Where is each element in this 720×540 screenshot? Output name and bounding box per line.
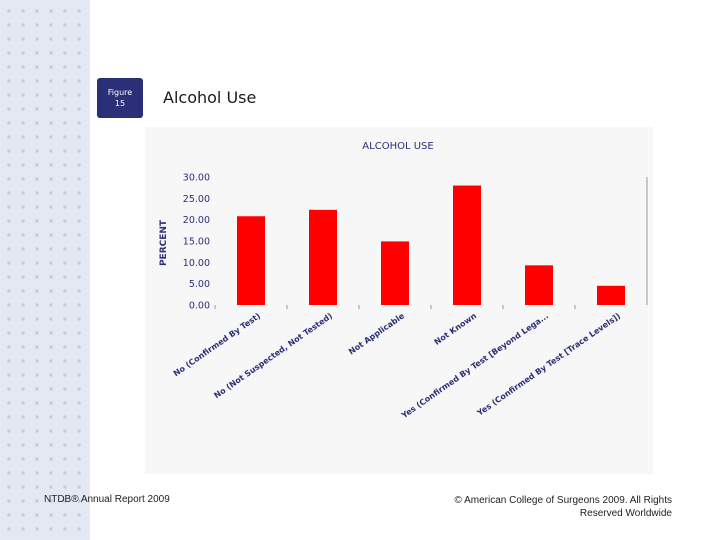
- chart-title: ALCOHOL USE: [362, 141, 433, 152]
- figure-badge-label: Figure: [107, 88, 133, 97]
- bar: [453, 185, 481, 305]
- y-tick-label: 25.00: [183, 194, 210, 205]
- bar: [597, 285, 625, 305]
- slide-title: Alcohol Use: [163, 88, 257, 107]
- x-tick-label: Not Known: [433, 311, 479, 347]
- y-axis-label: PERCENT: [159, 219, 169, 266]
- y-tick-label: 15.00: [183, 237, 210, 248]
- figure-badge: Figure 15: [97, 78, 143, 118]
- footer-copyright: © American College of Surgeons 2009. All…: [454, 495, 673, 519]
- bar: [381, 241, 409, 305]
- y-tick-label: 30.00: [183, 173, 210, 184]
- x-tick-label: No (Not Suspected, Not Tested): [212, 311, 334, 400]
- y-tick-label: 5.00: [189, 279, 210, 290]
- x-tick-label: Yes (Confirmed By Test [Trace Levels]): [475, 311, 622, 418]
- footer-report-name: NTDB® Annual Report 2009: [44, 494, 170, 505]
- chart-panel: ALCOHOL USE PERCENT 30.00 25.00 20.00 15.00…: [145, 127, 653, 474]
- bar-chart: ALCOHOL USE PERCENT 30.00 25.00 20.00 15.00…: [159, 141, 648, 421]
- x-axis-labels: No (Confirmed By Test)No (Not Suspected,…: [172, 311, 622, 421]
- x-tick-label: Not Applicable: [347, 311, 407, 357]
- figure-badge-number: 15: [114, 99, 126, 108]
- decorative-dot-pattern: [0, 0, 90, 540]
- y-tick-label: 10.00: [183, 258, 210, 269]
- y-tick-label: 0.00: [189, 301, 210, 312]
- bar: [237, 216, 265, 305]
- bar-series: [214, 185, 625, 309]
- y-tick-label: 20.00: [183, 215, 210, 226]
- bar: [309, 209, 337, 305]
- bar: [525, 265, 553, 305]
- y-axis-ticks: 30.00 25.00 20.00 15.00 10.00 5.00 0.00: [183, 173, 210, 312]
- x-tick-label: Yes (Confirmed By Test [Beyond Lega...: [399, 311, 550, 421]
